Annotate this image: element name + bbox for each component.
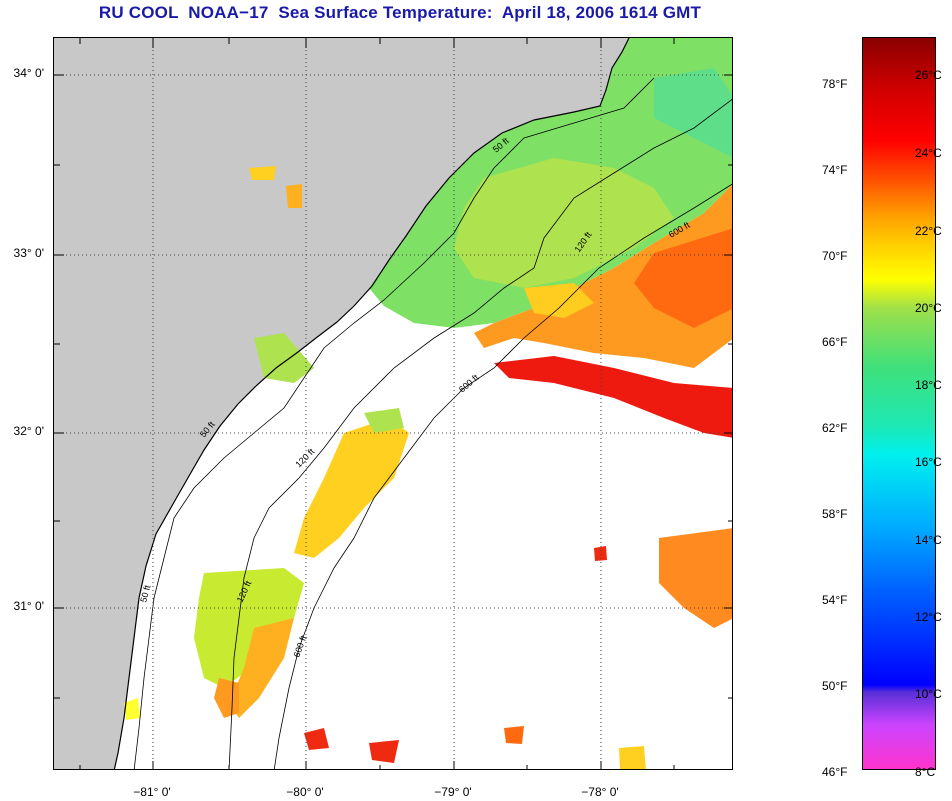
contour-600ft — [273, 183, 732, 769]
lon-label-78: −78° 0' — [581, 785, 619, 799]
colorbar-f-label: 62°F — [822, 421, 848, 435]
contour-120ft — [228, 99, 732, 769]
colorbar-c-label: 20°C — [915, 301, 942, 315]
sst-map: 50 ft 120 ft 600 ft 50 ft 120 ft 600 ft … — [53, 37, 733, 770]
lat-label-34: 34° 0' — [13, 66, 44, 80]
lat-label-32: 32° 0' — [13, 424, 44, 438]
colorbar-f-label: 50°F — [822, 679, 848, 693]
land-mass — [54, 38, 629, 769]
graticule — [54, 38, 732, 769]
colorbar-c-label: 26°C — [915, 68, 942, 82]
coastline — [113, 38, 630, 769]
lat-label-33: 33° 0' — [13, 246, 44, 260]
lat-label-31: 31° 0' — [13, 599, 44, 613]
contour-label-600ft: 600 ft — [457, 372, 481, 394]
sst-map-canvas: 50 ft 120 ft 600 ft 50 ft 120 ft 600 ft … — [54, 38, 732, 769]
colorbar-c-label: 18°C — [915, 378, 942, 392]
colorbar-f-label: 54°F — [822, 593, 848, 607]
frame-ticks — [54, 38, 732, 769]
contour-label-120ft: 120 ft — [293, 446, 316, 469]
colorbar-f-label: 58°F — [822, 507, 848, 521]
lon-label-80: −80° 0' — [286, 785, 324, 799]
colorbar-c-label: 22°C — [915, 224, 942, 238]
colorbar-f-label: 74°F — [822, 163, 848, 177]
colorbar-c-label: 12°C — [915, 610, 942, 624]
colorbar-c-label: 16°C — [915, 455, 942, 469]
lon-label-79: −79° 0' — [434, 785, 472, 799]
colorbar-c-label: 14°C — [915, 533, 942, 547]
colorbar-f-label: 70°F — [822, 249, 848, 263]
colorbar-f-label: 78°F — [822, 77, 848, 91]
colorbar-c-label: 10°C — [915, 687, 942, 701]
bathymetry-contours — [133, 77, 732, 769]
colorbar-f-label: 46°F — [822, 765, 848, 779]
sst-raster — [124, 38, 732, 769]
colorbar-c-label: 8°C — [915, 765, 936, 779]
lon-label-81: −81° 0' — [133, 785, 171, 799]
map-title: RU COOL NOAA−17 Sea Surface Temperature:… — [98, 3, 702, 22]
colorbar-f-label: 66°F — [822, 335, 848, 349]
temperature-colorbar — [862, 37, 936, 770]
contour-label-50ft: 50 ft — [138, 584, 152, 604]
contour-50ft — [133, 77, 655, 769]
colorbar-c-label: 24°C — [915, 146, 942, 160]
